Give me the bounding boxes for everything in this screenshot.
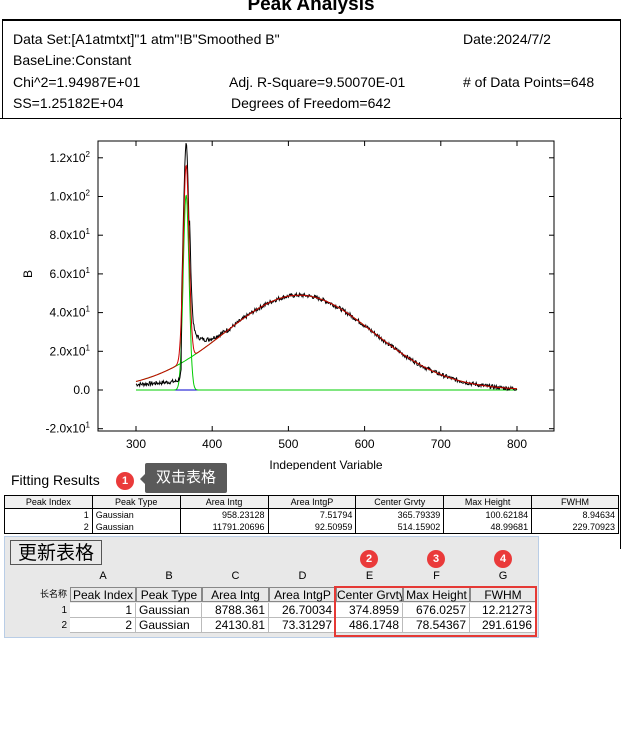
x-tick-label: 500 — [278, 437, 298, 451]
colname-center-grvty[interactable]: Center Grvty — [336, 587, 403, 602]
table-cell: 48.99681 — [443, 521, 533, 534]
fitting-results-table[interactable]: Peak Index Peak Type Area Intg Area Intg… — [4, 495, 619, 534]
fr-header-peak-type: Peak Type — [91, 495, 181, 509]
report-title: Peak Analysis — [247, 0, 375, 15]
column-letter-b[interactable]: B — [136, 569, 202, 584]
cell-b2[interactable]: Gaussian — [136, 618, 202, 633]
fr-header-fwhm: FWHM — [531, 495, 619, 509]
tooltip-arrow — [140, 474, 145, 484]
long-name-label: 长名称 — [7, 587, 70, 602]
cell-f1[interactable]: 676.0257 — [403, 603, 470, 618]
cell-e2[interactable]: 486.1748 — [336, 618, 403, 633]
worksheet-panel: 更新表格 A B C D E F G 长名称 Peak Index Peak T… — [4, 536, 539, 638]
adj-r2-label: Adj. R-Square=9.50070E-01 — [229, 74, 406, 90]
table-cell: 8.94634 — [531, 508, 619, 521]
x-tick-label: 700 — [431, 437, 451, 451]
ss-label: SS=1.25182E+04 — [13, 95, 124, 111]
column-letter-g[interactable]: G — [470, 569, 536, 584]
cell-d1[interactable]: 26.70034 — [269, 603, 336, 618]
y-tick-label: 6.0x101 — [50, 266, 91, 281]
column-letter-c[interactable]: C — [202, 569, 269, 584]
y-tick-label: 4.0x101 — [50, 305, 91, 320]
cumulative-fit-line — [135, 164, 517, 390]
y-tick-label: -2.0x101 — [46, 421, 91, 436]
step-badge-3: 3 — [427, 550, 445, 568]
cell-c1[interactable]: 8788.361 — [202, 603, 269, 618]
cell-c2[interactable]: 24130.81 — [202, 618, 269, 633]
colname-peak-index[interactable]: Peak Index — [70, 587, 136, 602]
x-tick-label: 600 — [355, 437, 375, 451]
cell-a2[interactable]: 2 — [70, 618, 136, 633]
x-axis-label: Independent Variable — [269, 458, 383, 470]
column-letter-f[interactable]: F — [403, 569, 470, 584]
y-axis-label: B — [21, 270, 35, 278]
y-tick-label: 8.0x101 — [50, 227, 91, 242]
report-left-border — [2, 19, 3, 119]
step-badge-1: 1 — [116, 472, 134, 490]
step-badge-2: 2 — [360, 550, 378, 568]
column-letter-d[interactable]: D — [269, 569, 336, 584]
table-cell: Gaussian — [91, 521, 181, 534]
table-cell: 100.62184 — [443, 508, 533, 521]
table-cell: 7.51794 — [267, 508, 357, 521]
table-cell: 11791.20696 — [179, 521, 269, 534]
table-cell: 958.23128 — [179, 508, 269, 521]
y-tick-label: 1.2x102 — [50, 150, 91, 165]
y-tick-label: 0.0 — [73, 383, 90, 397]
double-click-tooltip: 双击表格 — [145, 463, 227, 493]
update-table-button[interactable]: 更新表格 — [10, 540, 102, 565]
table-cell: 514.15902 — [355, 521, 445, 534]
table-cell: 2 — [4, 521, 93, 534]
x-tick-label: 300 — [126, 437, 146, 451]
baseline-label: BaseLine:Constant — [13, 52, 132, 68]
num-points-label: # of Data Points=648 — [463, 74, 595, 90]
table-cell: 229.70923 — [531, 521, 619, 534]
title-divider — [2, 19, 620, 21]
fr-header-peak-index: Peak Index — [4, 495, 93, 509]
fr-header-center-grvty: Center Grvty — [355, 495, 445, 509]
fr-header-max-height: Max Height — [443, 495, 533, 509]
report-right-border — [620, 19, 621, 549]
plot-frame — [97, 140, 555, 432]
peak-1-gaussian-line — [136, 194, 517, 391]
table-row[interactable]: 2 Gaussian 11791.20696 92.50959 514.1590… — [4, 521, 619, 534]
row-number-1[interactable]: 1 — [7, 603, 70, 618]
colname-max-height[interactable]: Max Height — [403, 587, 470, 602]
cell-f2[interactable]: 78.54367 — [403, 618, 470, 633]
cell-a1[interactable]: 1 — [70, 603, 136, 618]
y-tick-label: 1.0x102 — [50, 189, 91, 204]
table-cell: 92.50959 — [267, 521, 357, 534]
column-letter-a[interactable]: A — [70, 569, 136, 584]
colname-peak-type[interactable]: Peak Type — [136, 587, 202, 602]
row-number-2[interactable]: 2 — [7, 618, 70, 633]
cell-d2[interactable]: 73.31297 — [269, 618, 336, 633]
y-tick-label: 2.0x101 — [50, 343, 91, 358]
colname-area-intg[interactable]: Area Intg — [202, 587, 269, 602]
smoothed-data-line — [135, 143, 518, 392]
fr-header-area-intgp: Area IntgP — [267, 495, 357, 509]
chi2-label: Chi^2=1.94987E+01 — [13, 74, 141, 90]
dataset-label: Data Set:[A1atmtxt]"1 atm"!B"Smoothed B" — [13, 31, 280, 47]
dof-label: Degrees of Freedom=642 — [231, 95, 391, 111]
colname-area-intgp[interactable]: Area IntgP — [269, 587, 336, 602]
table-cell: 1 — [4, 508, 93, 521]
cell-e1[interactable]: 374.8959 — [336, 603, 403, 618]
table-row[interactable]: 1 Gaussian 958.23128 7.51794 365.79339 1… — [4, 508, 619, 521]
table-cell: 365.79339 — [355, 508, 445, 521]
highlight-box — [334, 586, 537, 637]
date-label: Date:2024/7/2 — [463, 31, 551, 47]
table-cell: Gaussian — [91, 508, 181, 521]
step-badge-4: 4 — [494, 550, 512, 568]
fitting-results-label: Fitting Results — [11, 472, 100, 488]
peak-fit-chart: 1.2x102 1.0x102 8.0x101 6.0x101 4.0x101 2.0x1… — [21, 140, 555, 470]
info-divider — [0, 118, 622, 119]
x-tick-label: 400 — [202, 437, 222, 451]
column-letter-e[interactable]: E — [336, 569, 403, 584]
fr-header-area-intg: Area Intg — [179, 495, 269, 509]
cell-b1[interactable]: Gaussian — [136, 603, 202, 618]
x-tick-label: 800 — [507, 437, 527, 451]
